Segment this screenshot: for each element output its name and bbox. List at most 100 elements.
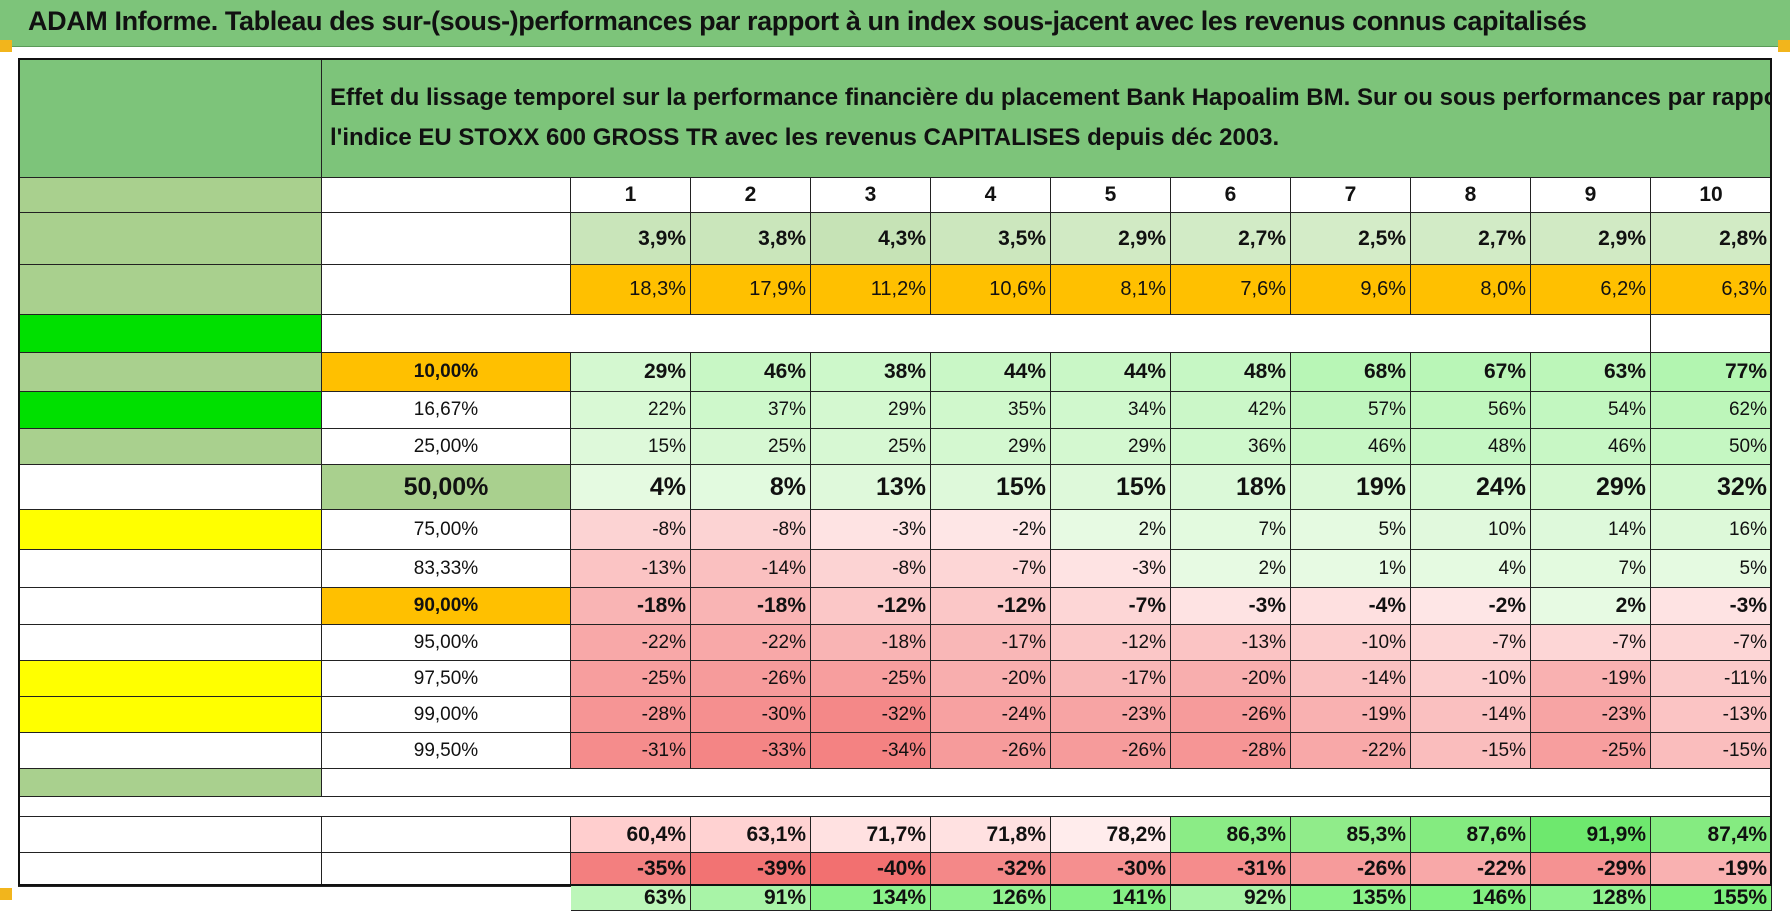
- description: Effet du lissage temporel sur la perform…: [322, 58, 1772, 178]
- quantile-level: 99,00%: [322, 697, 571, 733]
- quantile-value: -26%: [931, 733, 1051, 769]
- quantile-value: -12%: [1051, 625, 1171, 661]
- code-2: [18, 315, 322, 353]
- holding-year: 1: [571, 178, 691, 213]
- left-label: [18, 625, 322, 661]
- rend-value: 2,9%: [1051, 213, 1171, 265]
- quantile-value: -23%: [1531, 697, 1651, 733]
- metric-value: 63%: [571, 886, 691, 911]
- quantile-value: 38%: [811, 353, 931, 392]
- quantile-value: 15%: [1051, 465, 1171, 510]
- metric-value: 134%: [811, 886, 931, 911]
- vol-value: 11,2%: [811, 265, 931, 315]
- quantile-value: -14%: [1411, 697, 1531, 733]
- quantile-value: 22%: [571, 392, 691, 429]
- quantile-value: 8%: [691, 465, 811, 510]
- quantile-value: 50%: [1651, 429, 1772, 465]
- quantile-value: 77%: [1651, 353, 1772, 392]
- quantile-value: 15%: [571, 429, 691, 465]
- quantile-value: 67%: [1411, 353, 1531, 392]
- metric-value: -30%: [1051, 853, 1171, 886]
- metric-value: 91%: [691, 886, 811, 911]
- metric-value: 78,2%: [1051, 817, 1171, 853]
- separator-left: [18, 769, 322, 797]
- quantile-value: 62%: [1651, 392, 1772, 429]
- selection-handle-bottom-left[interactable]: [0, 888, 12, 900]
- vol-value: 18,3%: [571, 265, 691, 315]
- quantile-level: 16,67%: [322, 392, 571, 429]
- holding-year: 9: [1531, 178, 1651, 213]
- quantile-level: 95,00%: [322, 625, 571, 661]
- vol-value: 9,6%: [1291, 265, 1411, 315]
- quantile-value: 48%: [1411, 429, 1531, 465]
- holding-year: 8: [1411, 178, 1531, 213]
- metric-value: 86,3%: [1171, 817, 1291, 853]
- vol-value: 8,1%: [1051, 265, 1171, 315]
- metric-value: -31%: [1171, 853, 1291, 886]
- quantile-value: -24%: [931, 697, 1051, 733]
- metric-value: 155%: [1651, 886, 1772, 911]
- metric-value: -40%: [811, 853, 931, 886]
- quantile-level: 10,00%: [322, 353, 571, 392]
- quantile-value: 2%: [1531, 588, 1651, 625]
- quantile-value: -28%: [1171, 733, 1291, 769]
- quantile-value: -19%: [1291, 697, 1411, 733]
- quantile-value: -8%: [811, 550, 931, 588]
- blank-cell: [1651, 315, 1772, 353]
- selection-handle-left[interactable]: [0, 40, 12, 52]
- quantile-value: 56%: [1411, 392, 1531, 429]
- vol-value: 17,9%: [691, 265, 811, 315]
- metric-value: 146%: [1411, 886, 1531, 911]
- left-label: [18, 429, 322, 465]
- description-line-1: Effet du lissage temporel sur la perform…: [330, 83, 1772, 111]
- quantile-value: -26%: [691, 661, 811, 697]
- quantile-value: 29%: [1051, 429, 1171, 465]
- quantile-value: -14%: [1291, 661, 1411, 697]
- quantile-value: 25%: [811, 429, 931, 465]
- quantile-value: 46%: [1531, 429, 1651, 465]
- quantile-value: 5%: [1291, 510, 1411, 550]
- vol-value: 6,3%: [1651, 265, 1772, 315]
- quantile-value: -7%: [1651, 625, 1772, 661]
- separator-row: [322, 769, 1772, 797]
- quantile-value: -20%: [1171, 661, 1291, 697]
- metric-value: -35%: [571, 853, 691, 886]
- quantile-value: -3%: [1051, 550, 1171, 588]
- gap-row: [18, 797, 1772, 817]
- quantile-value: -15%: [1411, 733, 1531, 769]
- metric-value: 91,9%: [1531, 817, 1651, 853]
- metric-value: -22%: [1411, 853, 1531, 886]
- quantile-value: 44%: [931, 353, 1051, 392]
- quantile-value: 29%: [571, 353, 691, 392]
- quantile-value: 32%: [1651, 465, 1772, 510]
- metric-value: 135%: [1291, 886, 1411, 911]
- quantile-value: 15%: [931, 465, 1051, 510]
- holding-year: 7: [1291, 178, 1411, 213]
- selection-handle-right[interactable]: [1778, 40, 1790, 52]
- metric-value: 60,4%: [571, 817, 691, 853]
- quantile-value: 24%: [1411, 465, 1531, 510]
- quantile-value: -12%: [811, 588, 931, 625]
- quantile-value: 7%: [1171, 510, 1291, 550]
- left-label: [18, 733, 322, 769]
- quantile-value: 18%: [1171, 465, 1291, 510]
- left-label: [18, 697, 322, 733]
- description-line-2: l'indice EU STOXX 600 GROSS TR avec les …: [330, 123, 1280, 151]
- quantile-value: 36%: [1171, 429, 1291, 465]
- sector-label: [18, 213, 322, 265]
- quantile-value: -13%: [1651, 697, 1772, 733]
- quantile-value: -22%: [571, 625, 691, 661]
- quantile-value: 37%: [691, 392, 811, 429]
- quantile-value: 4%: [571, 465, 691, 510]
- quantile-level: 97,50%: [322, 661, 571, 697]
- quantile-value: -13%: [571, 550, 691, 588]
- quantile-value: -22%: [1291, 733, 1411, 769]
- metric-value: -39%: [691, 853, 811, 886]
- metric-value: 63,1%: [691, 817, 811, 853]
- probability-title: [322, 315, 1531, 353]
- quantile-value: 2%: [1051, 510, 1171, 550]
- quantile-value: -19%: [1531, 661, 1651, 697]
- quantile-value: -18%: [571, 588, 691, 625]
- rend-value: 2,7%: [1411, 213, 1531, 265]
- metric-row-label: [322, 817, 571, 853]
